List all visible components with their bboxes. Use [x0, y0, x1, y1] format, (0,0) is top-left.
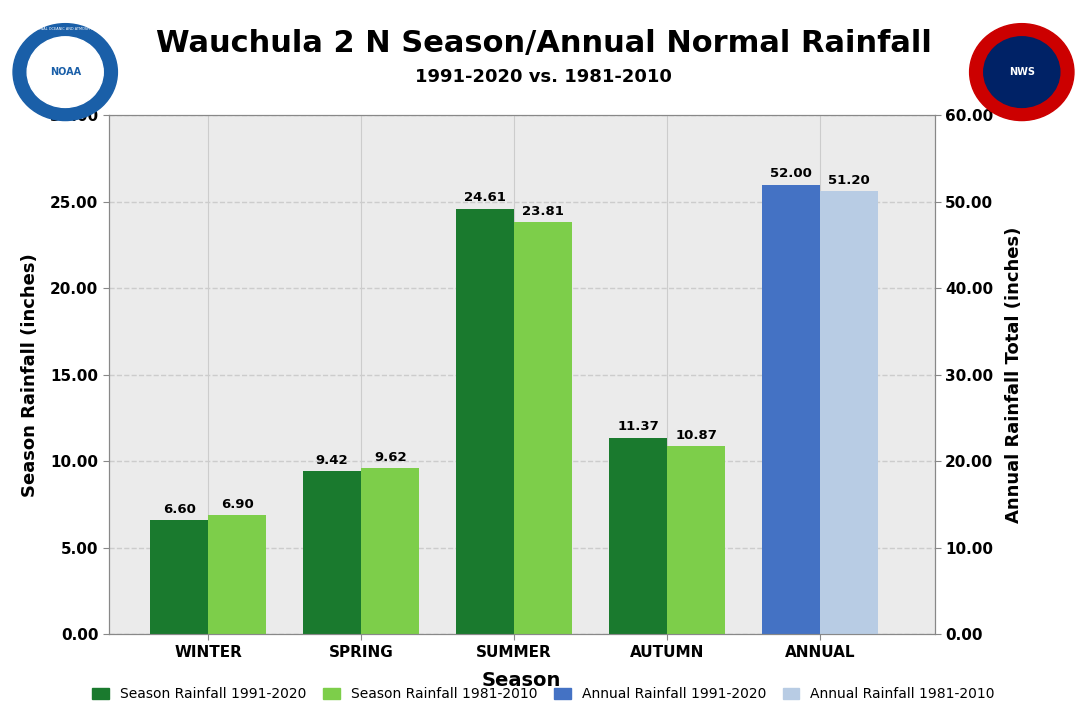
Circle shape — [13, 24, 117, 120]
Text: 11.37: 11.37 — [617, 420, 659, 433]
Text: 6.60: 6.60 — [163, 503, 196, 516]
Text: NATIONAL OCEANIC AND ATMOSPHERIC: NATIONAL OCEANIC AND ATMOSPHERIC — [30, 27, 100, 31]
X-axis label: Season: Season — [482, 671, 562, 690]
Text: 6.90: 6.90 — [221, 497, 253, 510]
Text: 1991-2020 vs. 1981-2010: 1991-2020 vs. 1981-2010 — [415, 68, 672, 87]
Y-axis label: Annual Rainfall Total (inches): Annual Rainfall Total (inches) — [1004, 226, 1023, 523]
Y-axis label: Season Rainfall (inches): Season Rainfall (inches) — [21, 253, 39, 497]
Text: 52.00: 52.00 — [770, 167, 812, 180]
Circle shape — [970, 24, 1074, 120]
Legend: Season Rainfall 1991-2020, Season Rainfall 1981-2010, Annual Rainfall 1991-2020,: Season Rainfall 1991-2020, Season Rainfa… — [87, 682, 1000, 707]
Bar — [514, 223, 572, 634]
Text: NOAA: NOAA — [50, 67, 80, 77]
Bar — [455, 208, 514, 634]
Bar — [762, 185, 820, 634]
Bar — [609, 438, 667, 634]
Text: 51.20: 51.20 — [828, 174, 870, 187]
Text: 9.62: 9.62 — [374, 451, 407, 464]
Text: 10.87: 10.87 — [675, 429, 717, 442]
Circle shape — [27, 37, 103, 107]
Bar — [208, 515, 266, 634]
Text: Wauchula 2 N Season/Annual Normal Rainfall: Wauchula 2 N Season/Annual Normal Rainfa… — [155, 29, 932, 58]
Bar — [150, 521, 208, 634]
Circle shape — [984, 37, 1060, 107]
Bar — [303, 472, 361, 634]
Bar — [820, 192, 878, 634]
Bar — [667, 446, 725, 634]
Bar — [361, 468, 420, 634]
Text: 24.61: 24.61 — [464, 191, 505, 204]
Text: NWS: NWS — [1009, 67, 1035, 77]
Text: 9.42: 9.42 — [315, 454, 348, 467]
Text: 23.81: 23.81 — [522, 205, 564, 218]
